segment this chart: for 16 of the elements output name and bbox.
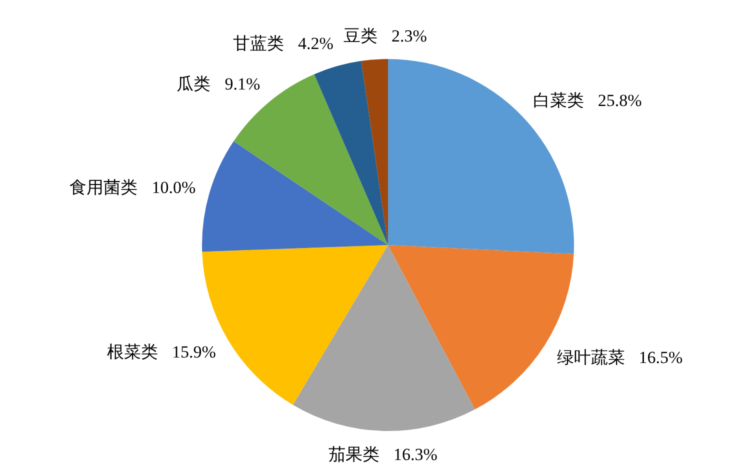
slice-label: 食用菌类 (70, 178, 138, 198)
slice-label: 根菜类 (107, 342, 158, 362)
data-label: 4.2% (298, 34, 334, 53)
slice-label: 瓜类 (176, 74, 211, 94)
data-label: 15.9% (172, 342, 216, 362)
data-label: 16.3% (394, 444, 438, 464)
slice-label: 茄果类 (328, 444, 380, 464)
data-label: 9.1% (224, 74, 260, 94)
slice-label: 白菜类 (532, 91, 584, 110)
slice-label: 绿叶蔬菜 (556, 348, 625, 367)
data-label: 16.5% (638, 348, 683, 367)
slice-label: 豆类 (343, 26, 378, 46)
data-label: 10.0% (152, 178, 196, 198)
data-label: 25.8% (598, 91, 642, 110)
slice-label: 甘蓝类 (233, 34, 284, 53)
data-label: 2.3% (391, 26, 427, 46)
